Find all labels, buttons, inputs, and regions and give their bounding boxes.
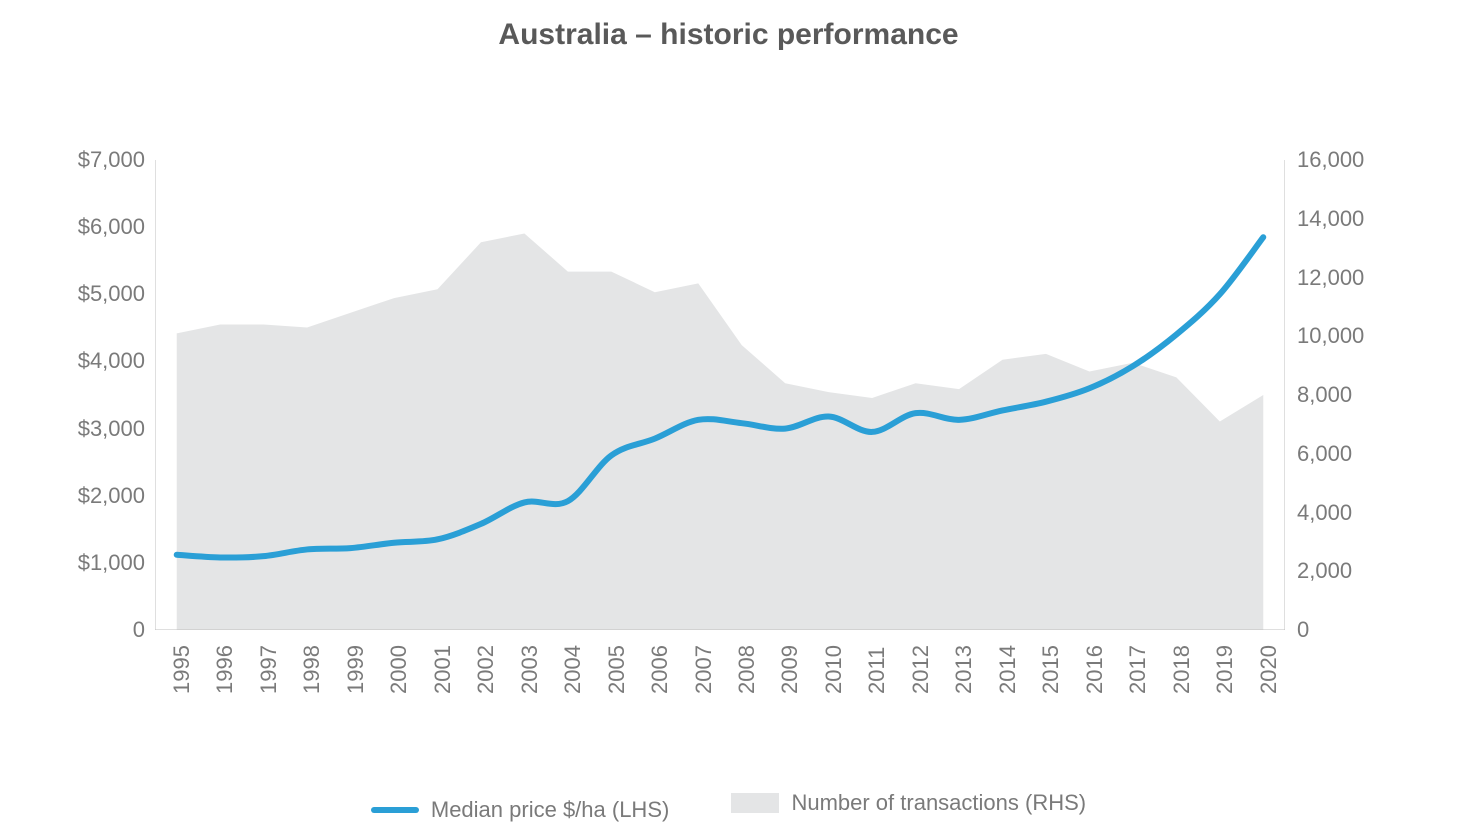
x-tick-label: 2016	[1082, 645, 1108, 694]
legend-item-line: Median price $/ha (LHS)	[371, 797, 669, 823]
chart-title: Australia – historic performance	[0, 18, 1457, 52]
x-tick-label: 2007	[691, 645, 717, 694]
x-tick-label: 2019	[1212, 645, 1238, 694]
x-tick-label: 2011	[864, 647, 890, 694]
x-tick-label: 1999	[343, 645, 369, 694]
y-right-tick-label: 6,000	[1297, 441, 1352, 467]
x-tick-label: 2003	[517, 645, 543, 694]
x-tick-label: 2015	[1038, 645, 1064, 694]
y-right-tick-label: 14,000	[1297, 206, 1364, 232]
y-left-tick-label: $6,000	[78, 214, 145, 240]
x-tick-label: 1996	[212, 645, 238, 694]
y-left-tick-label: $5,000	[78, 281, 145, 307]
x-tick-label: 2010	[821, 645, 847, 694]
chart-container: Australia – historic performance Median …	[0, 0, 1457, 837]
x-tick-label: 1995	[169, 645, 195, 694]
y-right-tick-label: 4,000	[1297, 500, 1352, 526]
x-tick-label: 2020	[1256, 645, 1282, 694]
y-left-tick-label: $2,000	[78, 483, 145, 509]
x-tick-label: 2001	[430, 645, 456, 694]
x-tick-label: 1997	[256, 645, 282, 694]
chart-legend: Median price $/ha (LHS) Number of transa…	[0, 790, 1457, 823]
x-tick-label: 2006	[647, 645, 673, 694]
x-tick-label: 2013	[951, 645, 977, 694]
x-tick-label: 2009	[777, 645, 803, 694]
y-right-tick-label: 16,000	[1297, 147, 1364, 173]
legend-label-area: Number of transactions (RHS)	[791, 790, 1086, 816]
y-left-tick-label: $4,000	[78, 348, 145, 374]
x-tick-label: 2005	[604, 645, 630, 694]
y-right-tick-label: 10,000	[1297, 323, 1364, 349]
chart-plot-svg	[155, 160, 1285, 630]
y-left-tick-label: $7,000	[78, 147, 145, 173]
area-series	[177, 233, 1264, 630]
legend-swatch-area	[731, 793, 779, 813]
x-tick-label: 2002	[473, 645, 499, 694]
y-right-tick-label: 0	[1297, 617, 1309, 643]
x-tick-label: 2004	[560, 645, 586, 694]
x-tick-label: 1998	[299, 645, 325, 694]
legend-swatch-line	[371, 807, 419, 813]
y-right-tick-label: 12,000	[1297, 265, 1364, 291]
y-left-tick-label: $1,000	[78, 550, 145, 576]
legend-label-line: Median price $/ha (LHS)	[431, 797, 669, 823]
x-tick-label: 2018	[1169, 645, 1195, 694]
legend-item-area: Number of transactions (RHS)	[731, 790, 1086, 816]
y-right-tick-label: 2,000	[1297, 558, 1352, 584]
y-right-tick-label: 8,000	[1297, 382, 1352, 408]
x-tick-label: 2014	[995, 645, 1021, 694]
x-tick-label: 2000	[386, 645, 412, 694]
y-left-tick-label: $3,000	[78, 416, 145, 442]
x-tick-label: 2012	[908, 645, 934, 694]
x-tick-label: 2017	[1125, 645, 1151, 694]
y-left-tick-label: 0	[133, 617, 145, 643]
x-tick-label: 2008	[734, 645, 760, 694]
